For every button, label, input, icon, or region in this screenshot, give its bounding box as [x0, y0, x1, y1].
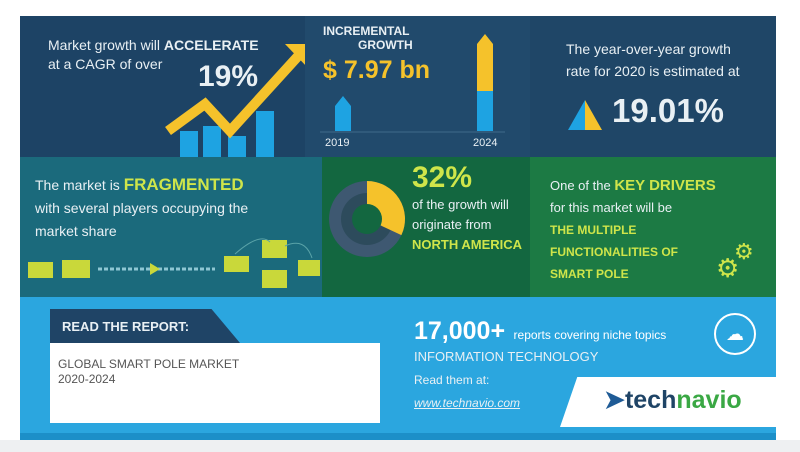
- footer-band: [0, 440, 800, 452]
- infographic: Market growth will ACCELERATE at a CAGR …: [20, 16, 776, 440]
- drivers-panel: One of the KEY DRIVERS for this market w…: [530, 157, 776, 297]
- market-players-buildings-icon: [28, 238, 320, 288]
- incremental-value: $ 7.97 bn: [323, 56, 430, 84]
- technavio-logo: ➤technavio: [604, 386, 742, 414]
- region-text: of the growth will: [412, 197, 509, 212]
- yoy-value: 19.01%: [612, 92, 724, 129]
- region-value: 32%: [412, 161, 473, 194]
- read-report-label: READ THE REPORT:: [62, 319, 190, 334]
- yoy-text: The year-over-year growth: [566, 41, 731, 57]
- region-name: NORTH AMERICA: [412, 237, 523, 252]
- bar-comparison-icon: [320, 34, 505, 133]
- drivers-emphasis: KEY DRIVERS: [614, 177, 716, 194]
- read-label: Read them at:: [414, 373, 490, 387]
- driver-line-3: SMART POLE: [550, 267, 629, 281]
- incremental-title: INCREMENTAL: [323, 24, 410, 38]
- report-panel: READ THE REPORT: GLOBAL SMART POLE MARKE…: [20, 297, 776, 440]
- cagr-emphasis: ACCELERATE: [163, 37, 259, 53]
- incremental-title-2: GROWTH: [358, 38, 413, 52]
- cagr-panel: Market growth will ACCELERATE at a CAGR …: [20, 16, 308, 157]
- category-label: INFORMATION TECHNOLOGY: [414, 349, 599, 364]
- year-2024: 2024: [473, 137, 498, 149]
- triangle-up-icon: [568, 100, 602, 130]
- report-years: 2020-2024: [58, 372, 116, 386]
- gear-icon: ⚙: [734, 239, 754, 264]
- fragmented-panel: The market is FRAGMENTED with several pl…: [20, 157, 322, 297]
- cagr-text: Market growth will: [48, 37, 164, 53]
- cagr-value: 19%: [198, 60, 259, 93]
- reports-count: 17,000+: [414, 317, 506, 345]
- fragmented-text-2: with several players occupying the: [35, 200, 249, 216]
- fragmented-text: The market is: [35, 177, 124, 193]
- region-text-2: originate from: [412, 217, 492, 232]
- logo-area: ➤technavio: [560, 377, 776, 427]
- report-title-card[interactable]: GLOBAL SMART POLE MARKET 2020-2024: [50, 343, 380, 423]
- drivers-text-2: for this market will be: [550, 200, 673, 215]
- fragmented-emphasis: FRAGMENTED: [123, 175, 244, 194]
- gears-icon: ⚙: [716, 253, 740, 283]
- year-2019: 2019: [325, 137, 350, 149]
- reports-count-text: reports covering niche topics: [513, 328, 667, 342]
- cagr-text-2: at a CAGR of over: [48, 56, 163, 72]
- technavio-link[interactable]: www.technavio.com: [414, 396, 521, 410]
- incremental-panel: INCREMENTAL GROWTH $ 7.97 bn 2019 2024: [305, 16, 530, 157]
- donut-chart-icon: [329, 181, 405, 257]
- region-panel: 32% of the growth will originate from NO…: [322, 157, 530, 297]
- yoy-text-2: rate for 2020 is estimated at: [566, 63, 740, 79]
- report-title: GLOBAL SMART POLE MARKET: [58, 357, 240, 371]
- server-cloud-icon: ☁: [714, 313, 756, 355]
- driver-line-1: THE MULTIPLE: [550, 223, 637, 237]
- growth-arrow-chart-icon: [165, 44, 308, 157]
- yoy-panel: The year-over-year growth rate for 2020 …: [530, 16, 776, 157]
- driver-line-2: FUNCTIONALITIES OF: [550, 245, 678, 259]
- drivers-text: One of the: [550, 178, 615, 193]
- fragmented-text-3: market share: [35, 223, 117, 239]
